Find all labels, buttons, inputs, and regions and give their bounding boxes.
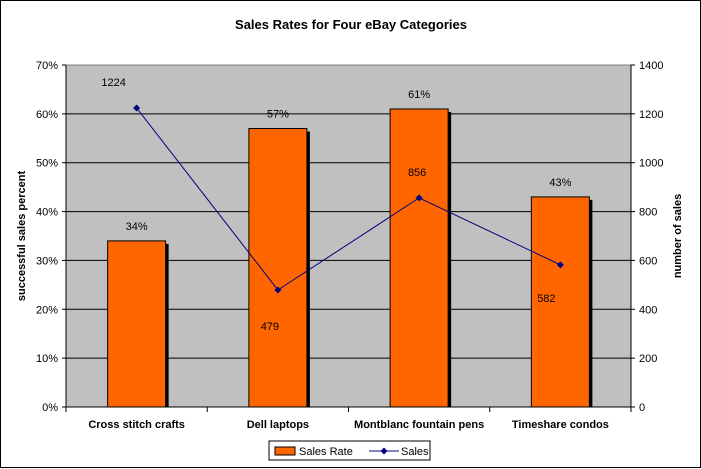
y-left-tick-label: 10% [36, 353, 58, 365]
y-left-tick-label: 40% [36, 207, 58, 219]
axes: 0% 10% 20% 30% 40% 50% 60% 70% 0 200 400 600 800 1000… [36, 60, 664, 431]
line-data-label: 1224 [101, 77, 125, 89]
y-right-tick-label: 200 [639, 353, 657, 365]
chart-title: Sales Rates for Four eBay Categories [235, 17, 467, 32]
y-right-tick-label: 1000 [639, 158, 663, 170]
bar-series [107, 108, 593, 408]
y-right-tick-label: 1200 [639, 109, 663, 121]
line-point [415, 194, 423, 202]
y-left-tick-label: 20% [36, 304, 58, 316]
y-left-tick-label: 0% [42, 402, 58, 414]
y-axis-left-label: successful sales percent [16, 171, 28, 302]
bar [107, 240, 167, 408]
legend-swatch-sales-rate [274, 446, 296, 456]
y-right-tick-label: 1400 [639, 60, 663, 72]
bar-data-label: 57% [267, 109, 289, 121]
bar-data-label: 34% [126, 221, 148, 233]
line-data-label: 582 [537, 293, 555, 305]
y-left-tick-label: 50% [36, 158, 58, 170]
line-point [556, 261, 564, 269]
bar [389, 108, 449, 408]
y-right-tick-label: 600 [639, 255, 657, 267]
legend: Sales Rate Sales [268, 440, 431, 461]
line-point [133, 104, 141, 112]
line-data-label: 856 [408, 167, 426, 179]
line-point [274, 286, 282, 294]
data-labels: 34% 57% 61% 43% 1224 479 856 582 [101, 77, 571, 333]
y-right-tick-label: 400 [639, 304, 657, 316]
bar [530, 196, 590, 408]
legend-label-sales: Sales [401, 446, 429, 458]
x-tick-label: Cross stitch crafts [88, 419, 185, 431]
y-left-tick-label: 70% [36, 60, 58, 72]
legend-swatch-sales-marker [380, 447, 388, 455]
sales-line [136, 107, 561, 291]
y-right-tick-label: 800 [639, 207, 657, 219]
y-right-tick-label: 0 [639, 402, 645, 414]
y-axis-right-label: number of sales [672, 194, 684, 278]
legend-label-sales-rate: Sales Rate [299, 446, 353, 458]
y-left-tick-label: 30% [36, 255, 58, 267]
y-left-tick-label: 60% [36, 109, 58, 121]
line-series [133, 104, 564, 294]
bar-data-label: 61% [408, 89, 430, 101]
bar-data-label: 43% [549, 177, 571, 189]
legend-box [268, 440, 431, 461]
x-tick-label: Montblanc fountain pens [354, 419, 484, 431]
x-tick-label: Timeshare condos [512, 419, 609, 431]
bar [248, 128, 308, 408]
x-tick-label: Dell laptops [247, 419, 309, 431]
line-data-label: 479 [261, 321, 279, 333]
